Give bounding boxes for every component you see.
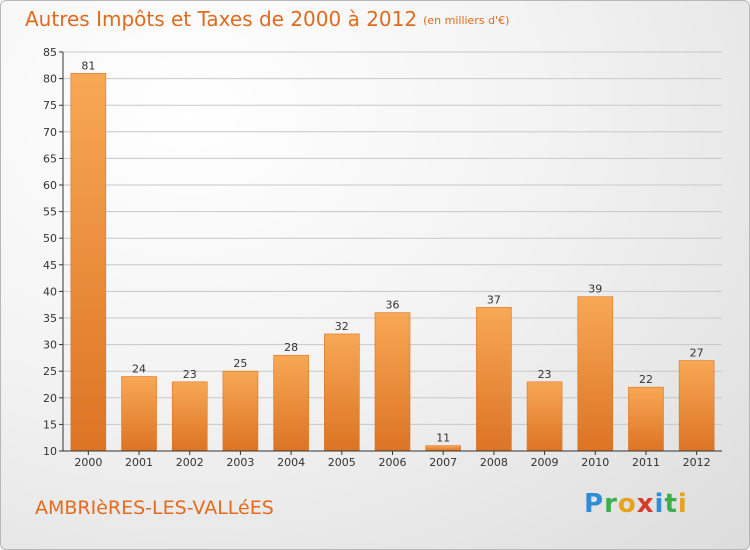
y-tick-label: 60 (43, 179, 57, 192)
x-tick-label: 2007 (429, 456, 457, 469)
y-tick-label: 55 (43, 206, 57, 219)
bar-value-label: 23 (183, 368, 197, 381)
logo-letter: r (604, 489, 618, 519)
bar (628, 386, 664, 452)
y-tick-label: 20 (43, 392, 57, 405)
y-tick-label: 10 (43, 445, 57, 458)
y-tick-label: 15 (43, 418, 57, 431)
chart-title-unit: (en milliers d'€) (423, 14, 510, 27)
x-tick-label: 2002 (176, 456, 204, 469)
x-tick-label: 2012 (683, 456, 711, 469)
logo-letter: P (584, 489, 605, 519)
logo-letter: x (636, 489, 655, 519)
y-tick-label: 30 (43, 339, 57, 352)
y-tick-label: 85 (43, 46, 57, 59)
y-tick-label: 25 (43, 365, 57, 378)
bar (324, 333, 360, 452)
bar (526, 381, 563, 452)
bar-value-label: 28 (284, 341, 298, 354)
bar-value-label: 22 (639, 373, 653, 386)
bar-value-label: 81 (81, 59, 95, 72)
chart-title: Autres Impôts et Taxes de 2000 à 2012 (en… (25, 7, 509, 31)
bar-value-label: 37 (487, 293, 501, 306)
bar (577, 296, 614, 452)
logo-letter: o (617, 489, 637, 519)
x-tick-label: 2008 (480, 456, 508, 469)
chart-title-text: Autres Impôts et Taxes de 2000 à 2012 (25, 7, 418, 31)
bar (678, 360, 715, 452)
y-tick-label: 65 (43, 152, 57, 165)
bar-value-label: 36 (386, 299, 400, 312)
bar (70, 72, 107, 452)
x-tick-label: 2009 (531, 456, 559, 469)
y-tick-label: 80 (43, 73, 57, 86)
logo-letter: i (677, 489, 688, 519)
x-tick-label: 2006 (379, 456, 407, 469)
y-tick-label: 70 (43, 126, 57, 139)
x-tick-label: 2003 (226, 456, 254, 469)
y-tick-label: 50 (43, 232, 57, 245)
x-tick-label: 2001 (125, 456, 153, 469)
bar-value-label: 32 (335, 320, 349, 333)
bar (425, 445, 461, 452)
bar-value-label: 24 (132, 363, 146, 376)
logo-letter: t (664, 489, 678, 519)
bar-value-label: 27 (690, 347, 704, 360)
bar-value-label: 11 (436, 432, 450, 445)
y-tick-label: 75 (43, 99, 57, 112)
bar-value-label: 25 (233, 357, 247, 370)
commune-name: AMBRIèRES-LES-VALLéES (35, 497, 274, 519)
x-tick-label: 2004 (277, 456, 305, 469)
x-tick-label: 2005 (328, 456, 356, 469)
y-tick-label: 40 (43, 285, 57, 298)
y-tick-label: 35 (43, 312, 57, 325)
logo-letter: i (654, 489, 665, 519)
x-tick-label: 2011 (632, 456, 660, 469)
bar-value-label: 39 (588, 283, 602, 296)
bar (171, 381, 208, 452)
bar (121, 376, 157, 452)
proxiti-logo: Proxiti (584, 489, 688, 519)
y-tick-label: 45 (43, 259, 57, 272)
x-tick-label: 2010 (581, 456, 609, 469)
bar (273, 354, 309, 452)
x-tick-label: 2000 (74, 456, 102, 469)
bar-value-label: 23 (538, 368, 552, 381)
bar (222, 370, 259, 452)
bar (476, 307, 512, 452)
bar (374, 312, 411, 452)
